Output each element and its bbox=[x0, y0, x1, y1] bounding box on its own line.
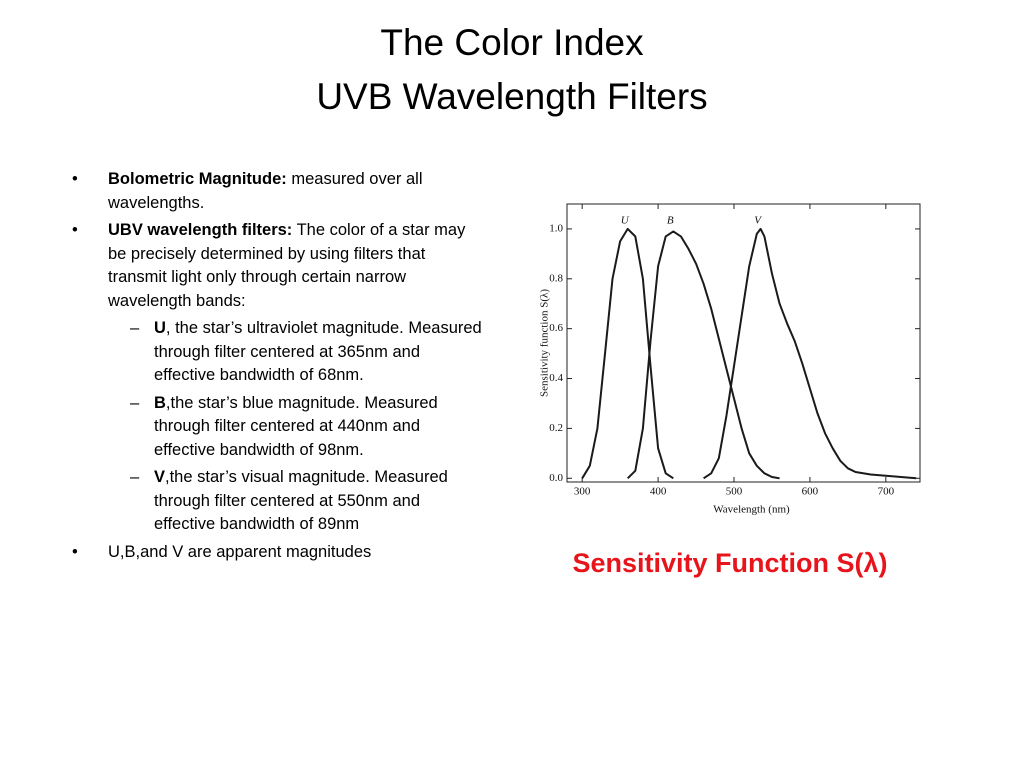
y-tick-label: 0.4 bbox=[549, 372, 563, 384]
sub-bullet: V,the star’s visual magnitude. Measured … bbox=[68, 466, 483, 537]
bullet: UBV wavelength filters: The color of a s… bbox=[68, 219, 483, 537]
series-line bbox=[626, 230, 780, 480]
bullet-lead: V bbox=[154, 468, 166, 486]
title-line: UVB Wavelength Filters bbox=[316, 76, 708, 117]
bullet-lead: U bbox=[154, 319, 166, 337]
y-tick-label: 0.2 bbox=[549, 422, 563, 434]
y-tick-label: 0.0 bbox=[549, 472, 563, 484]
x-axis-label: Wavelength (nm) bbox=[713, 504, 790, 516]
bullet-text: The color of a star may be precisely det… bbox=[108, 221, 466, 310]
y-axis-label: Sensitivity function S(λ) bbox=[539, 289, 551, 397]
bullet-lead: B bbox=[154, 393, 166, 412]
x-tick-label: 700 bbox=[878, 486, 895, 498]
y-tick-label: 0.8 bbox=[549, 272, 563, 284]
bullet-text: , the star’s ultraviolet magnitude. Meas… bbox=[154, 319, 482, 384]
bullet-text: measured over all wavelengths. bbox=[108, 170, 423, 212]
sub-bullet: B,the star’s blue magnitude. Measured th… bbox=[68, 392, 483, 463]
bullet-text: ,the star’s blue magnitude. Measured thr… bbox=[154, 393, 438, 459]
bullet-text: ,the star’s visual magnitude. Measured t… bbox=[154, 468, 448, 533]
bullet: Bolometric Magnitude: measured over all … bbox=[68, 168, 483, 215]
caption: Sensitivity Function S(λ) bbox=[572, 548, 888, 578]
x-tick-label: 400 bbox=[650, 486, 667, 498]
bullet-lead: UBV wavelength filters: bbox=[108, 221, 293, 239]
series-line bbox=[703, 227, 917, 480]
x-tick-label: 500 bbox=[726, 486, 743, 498]
slide-title: The Color Index UVB Wavelength Filters bbox=[0, 16, 1024, 124]
title-line: The Color Index bbox=[380, 22, 644, 63]
y-tick-label: 0.6 bbox=[549, 322, 563, 334]
x-tick-label: 300 bbox=[574, 486, 591, 498]
series-label: V bbox=[754, 215, 762, 227]
series-line bbox=[581, 227, 674, 480]
y-tick-label: 1.0 bbox=[549, 222, 563, 234]
sub-bullet: U, the star’s ultraviolet magnitude. Mea… bbox=[68, 317, 483, 388]
bullet-list: Bolometric Magnitude: measured over all … bbox=[68, 168, 483, 568]
series-label: U bbox=[621, 215, 630, 227]
plot-frame bbox=[566, 203, 921, 483]
bullet: U,B,and V are apparent magnitudes bbox=[68, 541, 483, 565]
bullet-lead: Bolometric Magnitude: bbox=[108, 170, 287, 188]
x-tick-label: 600 bbox=[802, 486, 819, 498]
series-label: B bbox=[667, 215, 674, 227]
bullet-text: U,B,and V are apparent magnitudes bbox=[108, 542, 372, 561]
